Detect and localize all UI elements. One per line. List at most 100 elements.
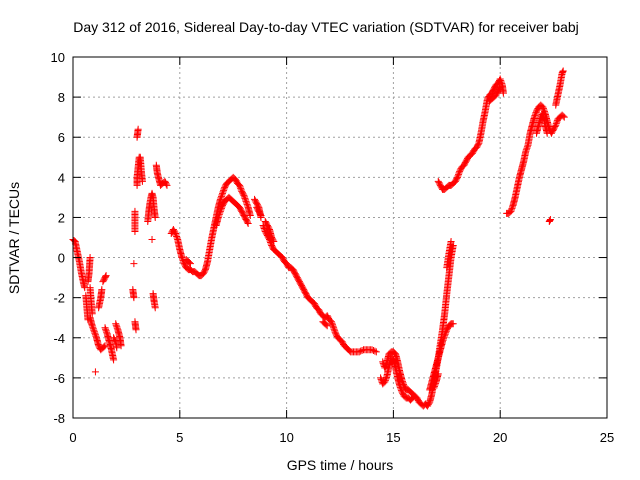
data-point (88, 322, 96, 330)
grid-lines (73, 57, 607, 418)
data-point (331, 327, 339, 335)
data-point (241, 194, 249, 202)
data-point (217, 192, 225, 200)
data-point (239, 190, 247, 198)
data-point (368, 346, 376, 354)
data-point (357, 347, 365, 355)
data-point (88, 310, 96, 318)
data-point (220, 185, 228, 193)
data-point (496, 83, 504, 91)
data-point (148, 236, 156, 244)
y-tick-label: -8 (53, 411, 65, 426)
data-point (442, 327, 450, 335)
data-point (331, 328, 339, 336)
data-point (151, 304, 159, 312)
x-tick-label: 20 (493, 430, 507, 445)
data-point (86, 254, 94, 262)
y-tick-label: 4 (58, 170, 65, 185)
data-point (243, 199, 251, 207)
data-point (270, 238, 278, 246)
data-point (173, 232, 181, 240)
data-point (130, 260, 138, 268)
data-point (508, 203, 516, 211)
data-point (216, 207, 224, 215)
data-point (499, 89, 507, 97)
data-point (117, 342, 125, 350)
data-point (257, 211, 265, 219)
y-tick-label: 10 (51, 50, 65, 65)
data-point (112, 321, 120, 329)
data-point (381, 362, 389, 370)
data-point (134, 125, 142, 133)
x-tick-label: 5 (176, 430, 183, 445)
data-point (497, 77, 505, 85)
data-point (559, 67, 567, 75)
data-point (162, 180, 170, 188)
data-point (110, 356, 118, 364)
data-point (151, 213, 159, 221)
data-point (101, 324, 109, 332)
data-point (91, 368, 99, 376)
data-point (100, 343, 108, 351)
data-point (496, 75, 504, 83)
data-point (382, 373, 390, 381)
data-point (399, 379, 407, 387)
data-point (218, 191, 226, 199)
data-point (559, 112, 567, 120)
data-point (284, 262, 292, 270)
data-point (546, 216, 554, 224)
data-point (329, 322, 337, 330)
data-point (216, 209, 224, 217)
data-point (381, 364, 389, 372)
data-point (163, 181, 171, 189)
data-point (523, 143, 531, 151)
data-point (244, 219, 252, 227)
data-point (372, 348, 380, 356)
data-point (440, 335, 448, 343)
data-point (447, 238, 455, 246)
data-point (112, 320, 120, 328)
data-point (553, 118, 561, 126)
y-tick-label: 8 (58, 90, 65, 105)
data-point (497, 78, 505, 86)
data-point (355, 348, 363, 356)
data-point (323, 322, 331, 330)
data-point (543, 129, 551, 137)
data-point (131, 207, 139, 215)
data-point (454, 172, 462, 180)
data-point (539, 105, 547, 113)
data-point (98, 286, 106, 294)
data-point (410, 391, 418, 399)
data-point (382, 375, 390, 383)
data-point (453, 173, 461, 181)
plot-frame (72, 56, 608, 419)
data-point (329, 321, 337, 329)
data-point (507, 207, 515, 215)
data-point (441, 332, 449, 340)
data-point (398, 376, 406, 384)
data-point (508, 204, 516, 212)
data-point (398, 377, 406, 385)
data-point (455, 169, 463, 177)
data-point (498, 80, 506, 88)
x-tick-label: 10 (279, 430, 293, 445)
data-point (358, 346, 366, 354)
data-point (430, 384, 438, 392)
data-point (269, 236, 277, 244)
data-point (138, 177, 146, 185)
data-point (431, 382, 439, 390)
data-point (113, 324, 121, 332)
data-point (327, 318, 335, 326)
data-point (431, 381, 439, 389)
data-point (382, 359, 390, 367)
data-point (102, 273, 110, 281)
data-point (261, 226, 269, 234)
data-point (382, 361, 390, 369)
data-point (215, 210, 223, 218)
data-point (243, 200, 251, 208)
x-tick-label: 0 (69, 430, 76, 445)
data-point (381, 376, 389, 384)
data-point (522, 146, 530, 154)
data-point (90, 328, 98, 336)
y-tick-label: -6 (53, 371, 65, 386)
